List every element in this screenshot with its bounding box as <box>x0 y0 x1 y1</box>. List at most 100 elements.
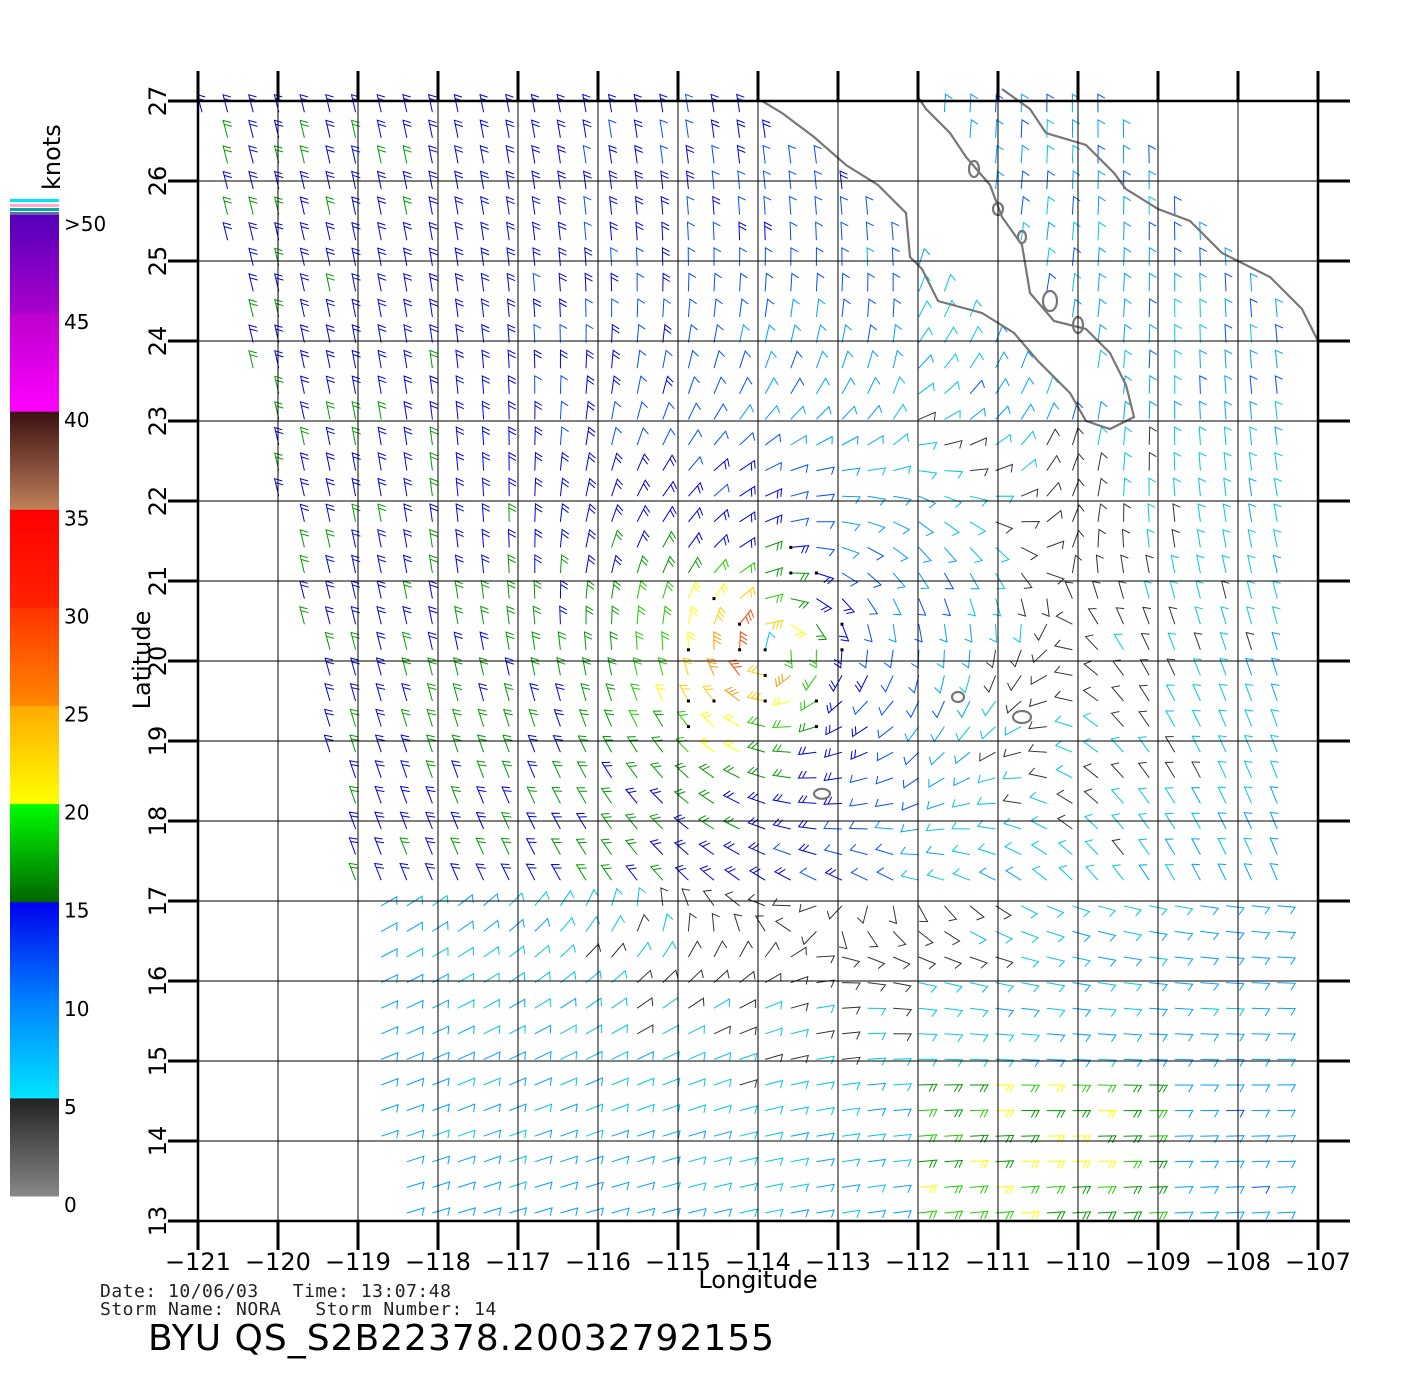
wind-barb <box>453 119 464 138</box>
wind-barb <box>1149 956 1168 967</box>
wind-barb <box>739 609 755 625</box>
wind-barb <box>687 630 696 650</box>
wind-barb <box>1021 1007 1040 1018</box>
lat-tick-label: 26 <box>144 166 172 197</box>
wind-barb <box>222 145 233 164</box>
wind-barb <box>816 1132 835 1141</box>
wind-barb <box>1146 528 1155 548</box>
wind-barb <box>402 605 412 625</box>
wind-barb <box>1097 1109 1117 1118</box>
wind-barb <box>867 298 876 318</box>
wind-barb <box>1138 864 1150 881</box>
wind-barb <box>903 751 920 766</box>
wind-barb <box>501 760 513 778</box>
wind-barb <box>557 221 567 241</box>
wind-barb <box>402 93 412 113</box>
wind-barb <box>351 196 361 215</box>
wind-barb <box>654 683 666 702</box>
wind-barb <box>475 837 486 855</box>
wind-barb <box>1138 710 1150 727</box>
wind-barb <box>475 811 487 830</box>
wind-barb <box>995 405 1011 420</box>
wind-barb <box>995 1134 1015 1144</box>
wind-barb <box>739 324 750 343</box>
wind-barb <box>662 349 673 369</box>
wind-barb <box>381 1129 399 1139</box>
wind-barb <box>826 700 843 714</box>
wind-barb <box>995 1084 1015 1093</box>
lon-tick-label: −110 <box>1045 1248 1111 1276</box>
wind-barb <box>403 375 413 394</box>
wind-barb <box>611 1103 630 1113</box>
wind-barb <box>1123 1135 1143 1144</box>
wind-barb <box>688 455 704 471</box>
wind-barb <box>813 144 822 164</box>
wind-barb <box>1145 554 1154 574</box>
wind-barb <box>483 972 500 984</box>
wind-barb <box>893 1083 913 1092</box>
wind-barb <box>325 375 335 394</box>
wind-barb <box>585 528 597 548</box>
wind-barb <box>457 1207 476 1216</box>
wind-barb <box>1277 1033 1297 1042</box>
wind-barb <box>918 982 938 993</box>
wind-barb <box>534 1077 553 1086</box>
wind-barb <box>1223 426 1233 446</box>
wind-barb <box>1191 863 1201 881</box>
wind-barb <box>1046 247 1056 266</box>
wind-barb <box>299 273 310 292</box>
wind-barb <box>662 427 676 446</box>
wind-barb <box>248 324 258 343</box>
wind-barb <box>867 1158 887 1168</box>
wind-barb <box>375 657 386 676</box>
wind-barb <box>1174 930 1194 941</box>
wind-barb <box>893 1108 912 1117</box>
wind-barb <box>918 1007 938 1017</box>
wind-barb <box>1046 1033 1066 1043</box>
wind-barb <box>739 246 747 266</box>
wind-barb <box>712 195 721 215</box>
coastline <box>761 88 1319 800</box>
wind-barb <box>626 736 638 753</box>
wind-barb <box>815 377 831 395</box>
wind-barb <box>1220 580 1230 599</box>
wind-barb <box>764 377 779 395</box>
wind-barb <box>713 1052 732 1061</box>
wind-barb <box>483 892 500 907</box>
wind-barb <box>1149 982 1169 992</box>
wind-barb <box>1248 451 1257 471</box>
wind-barb <box>1222 503 1231 522</box>
wind-barb <box>816 572 835 585</box>
wind-barb <box>377 349 387 369</box>
wind-barb <box>930 726 945 743</box>
wind-barb <box>432 1181 451 1191</box>
wind-barb <box>1148 298 1157 318</box>
wind-barb <box>480 272 490 292</box>
wind-barb <box>662 605 672 625</box>
wind-barb <box>943 273 957 292</box>
wind-barb <box>551 786 563 804</box>
wind-barb <box>478 683 488 702</box>
wind-barb <box>508 998 526 1009</box>
wind-barb <box>477 708 488 727</box>
wind-barb <box>764 433 782 446</box>
wind-barb <box>662 580 674 599</box>
wind-barb <box>457 1103 476 1113</box>
wind-barb <box>772 793 791 804</box>
wind-barb <box>325 170 335 190</box>
colorbar-label: 20 <box>64 801 89 825</box>
wind-barb <box>506 221 515 241</box>
wind-barb <box>969 1134 989 1143</box>
wind-barb <box>427 93 438 113</box>
wind-barb <box>611 1155 630 1165</box>
wind-barb <box>348 837 359 855</box>
wind-barb <box>713 1025 731 1035</box>
rain-flag-marker <box>814 571 818 575</box>
wind-barb <box>892 521 911 535</box>
wind-barb <box>1225 956 1245 966</box>
wind-barb <box>1225 1186 1245 1194</box>
wind-barb <box>904 726 920 742</box>
wind-barb <box>1148 374 1157 394</box>
wind-barb <box>401 683 411 702</box>
wind-barb <box>764 461 782 472</box>
